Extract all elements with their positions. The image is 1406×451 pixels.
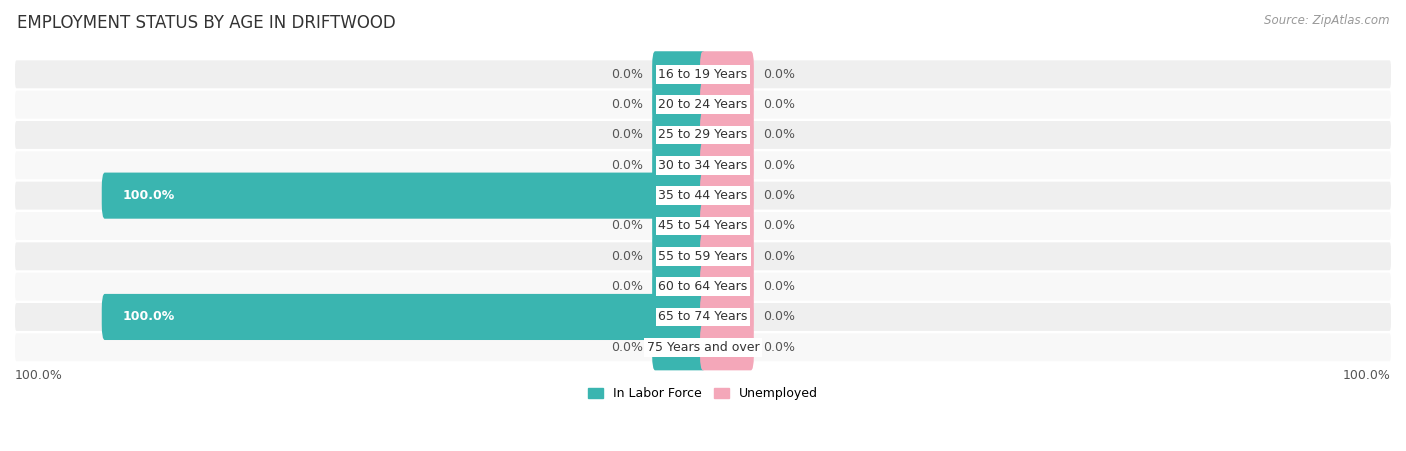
FancyBboxPatch shape <box>700 82 754 128</box>
FancyBboxPatch shape <box>101 173 706 219</box>
Text: 60 to 64 Years: 60 to 64 Years <box>658 280 748 293</box>
FancyBboxPatch shape <box>15 121 1391 149</box>
FancyBboxPatch shape <box>700 263 754 310</box>
Text: EMPLOYMENT STATUS BY AGE IN DRIFTWOOD: EMPLOYMENT STATUS BY AGE IN DRIFTWOOD <box>17 14 395 32</box>
FancyBboxPatch shape <box>15 60 1391 88</box>
FancyBboxPatch shape <box>700 142 754 189</box>
Text: 55 to 59 Years: 55 to 59 Years <box>658 250 748 263</box>
Text: 0.0%: 0.0% <box>612 341 643 354</box>
Text: 65 to 74 Years: 65 to 74 Years <box>658 310 748 323</box>
Text: 0.0%: 0.0% <box>763 98 794 111</box>
FancyBboxPatch shape <box>652 263 706 310</box>
Text: 0.0%: 0.0% <box>612 220 643 232</box>
Text: 0.0%: 0.0% <box>763 341 794 354</box>
Text: 0.0%: 0.0% <box>612 159 643 172</box>
FancyBboxPatch shape <box>652 112 706 158</box>
Text: 0.0%: 0.0% <box>763 250 794 263</box>
FancyBboxPatch shape <box>652 233 706 279</box>
FancyBboxPatch shape <box>15 273 1391 300</box>
FancyBboxPatch shape <box>700 112 754 158</box>
Text: 25 to 29 Years: 25 to 29 Years <box>658 129 748 142</box>
Text: 20 to 24 Years: 20 to 24 Years <box>658 98 748 111</box>
Text: 0.0%: 0.0% <box>763 129 794 142</box>
FancyBboxPatch shape <box>652 142 706 189</box>
FancyBboxPatch shape <box>101 294 706 340</box>
Text: 16 to 19 Years: 16 to 19 Years <box>658 68 748 81</box>
FancyBboxPatch shape <box>652 82 706 128</box>
FancyBboxPatch shape <box>15 152 1391 179</box>
Text: 0.0%: 0.0% <box>612 129 643 142</box>
Text: 0.0%: 0.0% <box>612 280 643 293</box>
Text: Source: ZipAtlas.com: Source: ZipAtlas.com <box>1264 14 1389 27</box>
FancyBboxPatch shape <box>700 294 754 340</box>
FancyBboxPatch shape <box>15 242 1391 270</box>
Text: 100.0%: 100.0% <box>15 369 63 382</box>
FancyBboxPatch shape <box>652 324 706 370</box>
FancyBboxPatch shape <box>700 233 754 279</box>
FancyBboxPatch shape <box>15 303 1391 331</box>
Text: 0.0%: 0.0% <box>612 68 643 81</box>
Legend: In Labor Force, Unemployed: In Labor Force, Unemployed <box>583 382 823 405</box>
FancyBboxPatch shape <box>700 324 754 370</box>
Text: 0.0%: 0.0% <box>612 98 643 111</box>
Text: 100.0%: 100.0% <box>122 310 174 323</box>
FancyBboxPatch shape <box>652 51 706 97</box>
FancyBboxPatch shape <box>15 333 1391 361</box>
Text: 100.0%: 100.0% <box>122 189 174 202</box>
FancyBboxPatch shape <box>15 182 1391 210</box>
FancyBboxPatch shape <box>700 51 754 97</box>
FancyBboxPatch shape <box>700 173 754 219</box>
Text: 0.0%: 0.0% <box>612 250 643 263</box>
Text: 0.0%: 0.0% <box>763 280 794 293</box>
Text: 75 Years and over: 75 Years and over <box>647 341 759 354</box>
Text: 0.0%: 0.0% <box>763 220 794 232</box>
Text: 45 to 54 Years: 45 to 54 Years <box>658 220 748 232</box>
FancyBboxPatch shape <box>700 203 754 249</box>
Text: 0.0%: 0.0% <box>763 310 794 323</box>
FancyBboxPatch shape <box>652 203 706 249</box>
Text: 0.0%: 0.0% <box>763 189 794 202</box>
Text: 0.0%: 0.0% <box>763 159 794 172</box>
FancyBboxPatch shape <box>15 212 1391 240</box>
FancyBboxPatch shape <box>15 91 1391 119</box>
Text: 35 to 44 Years: 35 to 44 Years <box>658 189 748 202</box>
Text: 30 to 34 Years: 30 to 34 Years <box>658 159 748 172</box>
Text: 0.0%: 0.0% <box>763 68 794 81</box>
Text: 100.0%: 100.0% <box>1343 369 1391 382</box>
